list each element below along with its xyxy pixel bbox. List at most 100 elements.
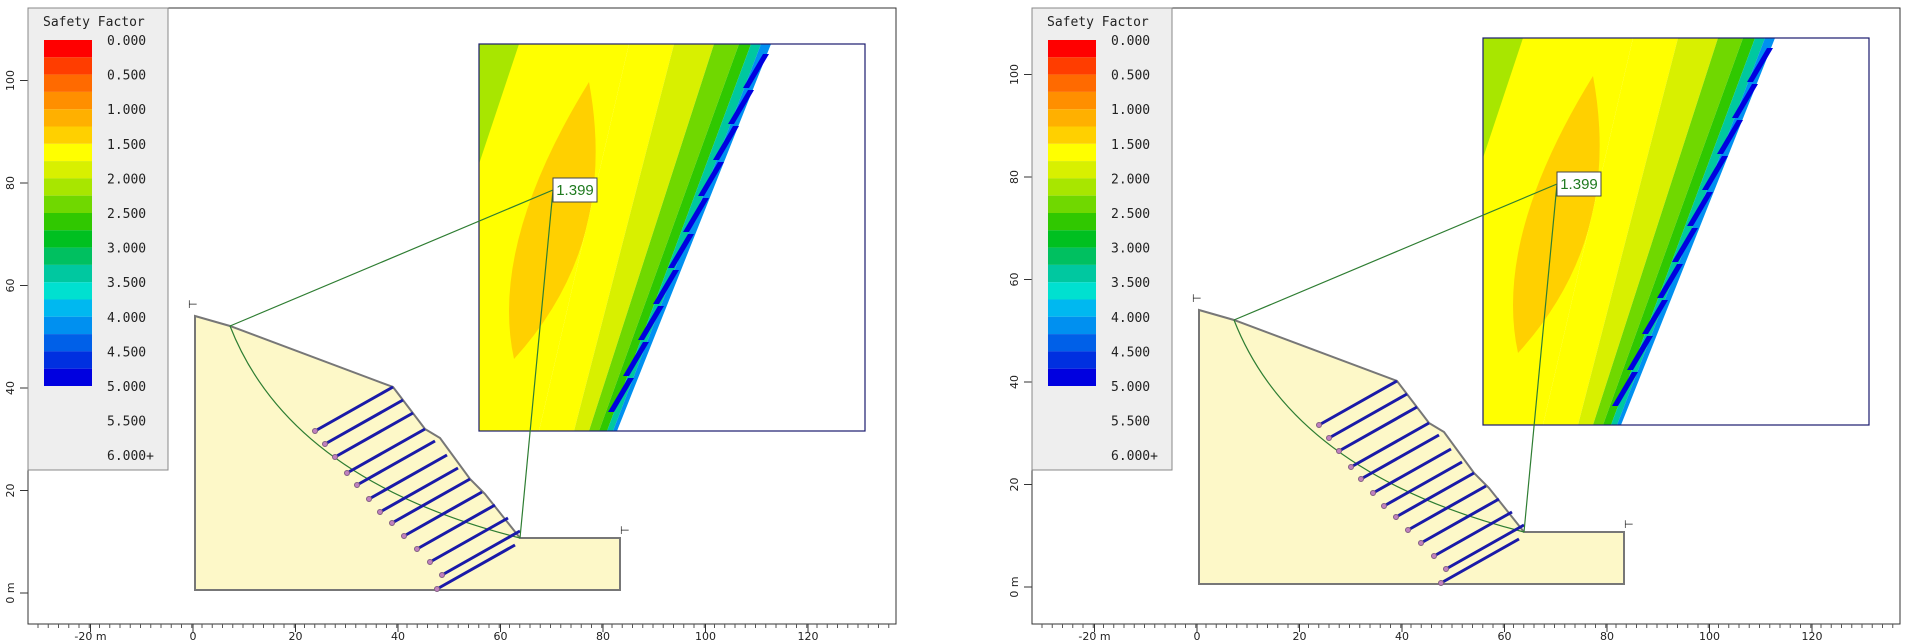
x-tick-label: 20 (1293, 630, 1307, 643)
soil-anchor (356, 439, 436, 487)
soil-anchor (1350, 421, 1430, 469)
contour-band (1603, 38, 1755, 425)
legend-label: 0.000 (1111, 34, 1150, 49)
contour-edge-step (698, 162, 724, 196)
contour-edge-step (653, 270, 679, 304)
legend-label: 5.500 (1111, 415, 1150, 430)
legend-swatch (1048, 126, 1096, 144)
legend-swatch (44, 126, 92, 144)
legend-swatch (1048, 351, 1096, 369)
legend-label: 3.000 (1111, 242, 1150, 257)
contour-band (1513, 76, 1600, 353)
legend-label: 2.000 (107, 172, 146, 187)
legend-label: 6.000+ (107, 449, 154, 464)
contour-edge-step (1657, 264, 1683, 298)
soil-anchor (1328, 392, 1408, 440)
soil-anchor (334, 411, 414, 459)
x-tick-label: -20 m (74, 630, 106, 643)
contour-edge-step (1747, 48, 1773, 82)
contour-edge-step (1612, 372, 1638, 406)
x-tick-label: 0 (190, 630, 197, 643)
legend-swatch (44, 109, 92, 127)
safety-factor-legend: Safety Factor 0.000 0.500 1.000 1.500 2.000 2.… (27, 7, 169, 471)
legend-label: 4.500 (107, 345, 146, 360)
soil-anchor (1318, 379, 1398, 427)
legend-label: 0.500 (1111, 69, 1150, 84)
legend-label: 3.500 (1111, 276, 1150, 291)
legend-swatch (44, 316, 92, 335)
legend-swatch (1048, 74, 1096, 92)
safety-factor-value: 1.399 (1560, 176, 1598, 193)
safety-factor-label-box (552, 177, 598, 203)
x-tick-label: 100 (695, 630, 716, 643)
model-view-left[interactable]: -20 m 0 20 40 60 80 100 120 0 m 20 40 60 80 100 Safety… (0, 0, 900, 644)
soil-anchor (1407, 484, 1487, 532)
soil-anchor (324, 398, 404, 446)
contour-edge-step (1702, 156, 1728, 190)
contour-edge-step (638, 306, 664, 340)
legend-label: 1.000 (107, 103, 146, 118)
anchor-plate (1418, 540, 1424, 546)
legend-label: 3.500 (107, 276, 146, 291)
legend-swatch (1048, 247, 1096, 265)
legend-swatch (1048, 178, 1096, 196)
legend-label: 2.500 (1111, 207, 1150, 222)
legend-swatch (1048, 40, 1096, 58)
boundary-marker: ⊢ (1192, 292, 1202, 305)
legend-swatch (44, 351, 92, 369)
soil-anchor (1440, 537, 1520, 585)
contour-band (589, 44, 739, 431)
anchor-plate (434, 586, 440, 592)
y-tick-label: 40 (1008, 375, 1021, 389)
contour-band (599, 44, 751, 431)
anchor-plate (414, 546, 420, 552)
contour-band (574, 44, 714, 431)
soil-anchor (436, 543, 516, 591)
anchor-plate (377, 509, 383, 515)
soil-anchor (314, 385, 394, 433)
legend-swatch (44, 40, 92, 58)
legend-label: 4.000 (107, 311, 146, 326)
anchor-plate (1326, 435, 1332, 441)
soil-anchor (441, 529, 521, 577)
anchor-plate (401, 533, 407, 539)
anchor-plate (1438, 580, 1444, 586)
anchor-plate (332, 454, 338, 460)
safety-factor-value: 1.399 (556, 182, 594, 199)
soil-anchor (1445, 523, 1525, 571)
legend-swatch (44, 247, 92, 265)
safety-factor-legend: Safety Factor 0.000 0.500 1.000 1.500 2.000 2.… (1031, 7, 1173, 471)
contour-edge-step (743, 54, 769, 88)
anchor-plate (439, 572, 445, 578)
slope-body (194, 314, 621, 591)
leader-line (1233, 183, 1558, 321)
legend-swatch (44, 282, 92, 300)
zoom-border (1482, 37, 1870, 426)
slope-body (1198, 308, 1625, 585)
anchor-plate (312, 428, 318, 434)
anchor-plate (427, 559, 433, 565)
y-tick-label: 0 m (4, 582, 17, 603)
legend-swatch (44, 299, 92, 317)
soil-anchor (346, 427, 426, 475)
y-tick-label: 0 m (1008, 576, 1021, 597)
leader-line (229, 189, 554, 327)
contour-edge-step (1717, 120, 1743, 154)
anchor-plate (1431, 553, 1437, 559)
x-tick-label: 100 (1699, 630, 1720, 643)
model-view-right[interactable]: -20 m 0 20 40 60 80 100 120 0 m 20 40 60 80 100 Safety… (1004, 0, 1904, 644)
legend-label: 5.500 (107, 415, 146, 430)
x-tick-label: 80 (596, 630, 610, 643)
x-tick-label: -20 m (1078, 630, 1110, 643)
anchor-plate (1405, 527, 1411, 533)
y-tick-label: 100 (1008, 64, 1021, 85)
legend-swatch (44, 74, 92, 92)
x-tick-label: 60 (494, 630, 508, 643)
legend-label: 4.500 (1111, 345, 1150, 360)
legend-label: 6.000+ (1111, 449, 1158, 464)
legend-label: 1.500 (107, 138, 146, 153)
x-tick-label: 20 (289, 630, 303, 643)
legend-label: 0.000 (107, 34, 146, 49)
contour-band (1593, 38, 1743, 425)
anchor-plate (366, 496, 372, 502)
